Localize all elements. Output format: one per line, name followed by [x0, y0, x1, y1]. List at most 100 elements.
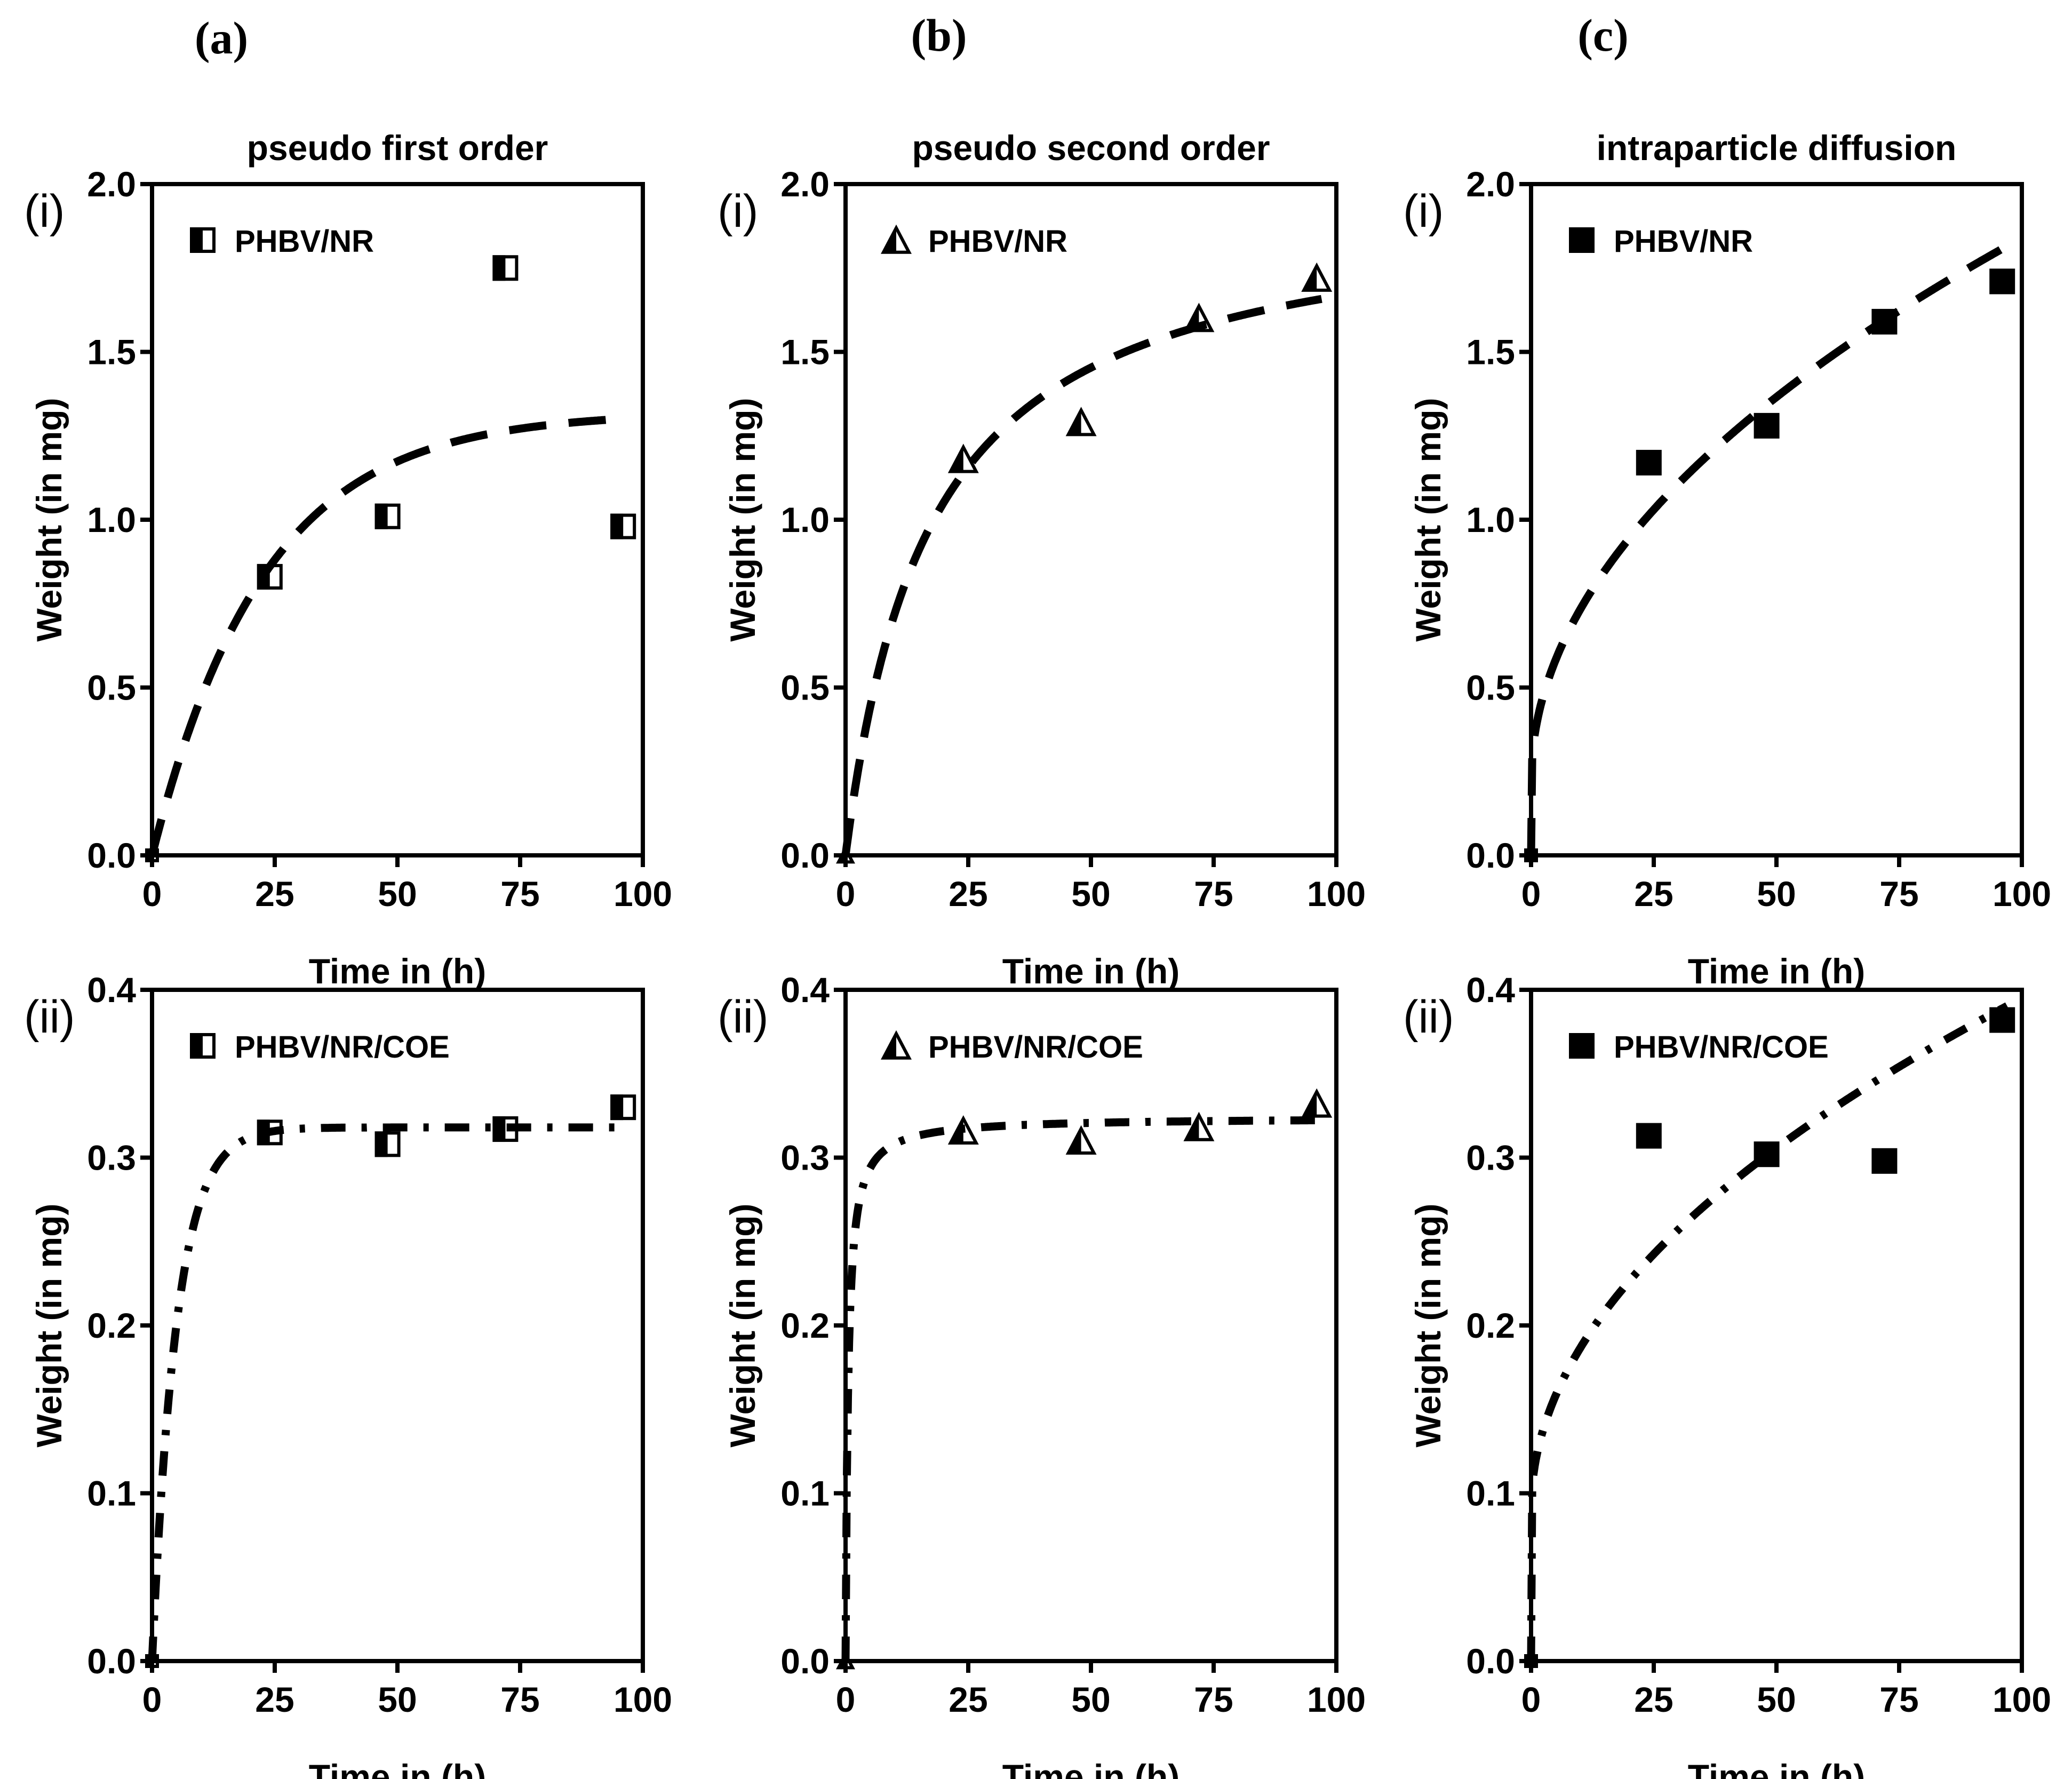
data-point: [1989, 268, 2015, 295]
y-axis-label: Weight (in mg): [1408, 398, 1448, 641]
data-point-outline: [1065, 1125, 1097, 1155]
fit-curve: [841, 1116, 1322, 1662]
x-axis-label: Time in (h): [1688, 1757, 1865, 1779]
x-tick-label: 50: [378, 1680, 417, 1719]
data-point-outline: [610, 1094, 636, 1121]
x-tick-label: 25: [255, 874, 294, 914]
x-axis-label: Time in (h): [309, 1757, 486, 1779]
y-tick-label: 0.5: [1466, 668, 1515, 708]
y-axis-label: Weight (in mg): [1408, 1203, 1448, 1447]
y-tick-label: 1.0: [87, 500, 136, 539]
y-tick-label: 1.5: [1466, 332, 1515, 372]
chart-title: intraparticle diffusion: [1597, 128, 1957, 168]
y-tick-label: 0.2: [87, 1306, 136, 1345]
y-axis-label: Weight (in mg): [29, 398, 69, 641]
legend-marker: [190, 227, 216, 253]
data-point-outline: [1301, 1088, 1333, 1118]
y-tick-label: 0.0: [1466, 1641, 1515, 1681]
legend: PHBV/NR/COE: [881, 1030, 1143, 1065]
data-point: [610, 1094, 636, 1121]
data-point: [1636, 1123, 1662, 1149]
data-point-outline: [374, 503, 401, 529]
y-tick-label: 2.0: [1466, 164, 1515, 204]
legend-label: PHBV/NR: [235, 224, 374, 259]
data-point-body: [1636, 450, 1662, 476]
fit-curve: [1527, 1002, 2009, 1662]
legend: PHBV/NR: [881, 224, 1067, 259]
data-point-outline: [374, 1131, 401, 1157]
legend-marker-body: [1569, 1033, 1595, 1059]
y-tick-label: 0.0: [87, 1641, 136, 1681]
x-tick-label: 100: [1993, 1680, 2051, 1719]
y-tick-label: 0.1: [87, 1474, 136, 1513]
x-tick-label: 75: [500, 1680, 539, 1719]
row-label: (i): [718, 186, 758, 237]
x-tick-label: 75: [1879, 874, 1918, 914]
data-point-body: [1754, 412, 1780, 439]
data-point-outline: [492, 1116, 519, 1142]
x-tick-label: 25: [949, 874, 987, 914]
x-tick-label: 0: [836, 874, 856, 914]
data-point-outline: [257, 1119, 283, 1146]
legend: PHBV/NR: [190, 224, 374, 259]
x-tick-label: 100: [1307, 874, 1366, 914]
data-point: [374, 1131, 401, 1157]
chart-panels: pseudo first order (i) 0 25 50 75 100 0.0 0.5 1.0…: [24, 128, 2051, 1779]
data-point-outline: [1065, 407, 1097, 436]
legend-marker: [881, 224, 912, 254]
y-tick-label: 0.2: [1466, 1306, 1515, 1345]
x-tick-label: 75: [1879, 1680, 1918, 1719]
fit-curve: [1527, 242, 2010, 856]
legend-label: PHBV/NR: [1614, 224, 1753, 259]
x-tick-label: 25: [1634, 874, 1673, 914]
y-tick-label: 0.3: [1466, 1138, 1515, 1178]
fit-curve: [841, 295, 1322, 856]
x-tick-label: 100: [613, 874, 672, 914]
y-tick-label: 2.0: [87, 164, 136, 204]
data-point: [374, 503, 401, 529]
legend-label: PHBV/NR/COE: [1614, 1030, 1829, 1065]
x-tick-label: 0: [142, 874, 162, 914]
plot-frame: [150, 988, 645, 1663]
legend-marker-outline: [190, 1033, 216, 1059]
x-tick-label: 25: [255, 1680, 294, 1719]
y-tick-label: 0.0: [1466, 836, 1515, 875]
y-axis-label: Weight (in mg): [723, 1203, 762, 1447]
y-tick-label: 0.4: [87, 970, 136, 1010]
legend-marker-outline: [190, 227, 216, 253]
data-point: [257, 1119, 283, 1146]
legend-marker-outline: [881, 1030, 912, 1060]
y-tick-label: 1.0: [780, 500, 830, 539]
x-tick-label: 50: [1757, 1680, 1796, 1719]
data-point: [492, 1116, 519, 1142]
y-tick-label: 0.3: [780, 1138, 830, 1178]
legend-label: PHBV/NR: [928, 224, 1067, 259]
row-label: (ii): [718, 991, 769, 1043]
plot-frame: [843, 988, 1338, 1663]
y-axis-label: Weight (in mg): [723, 398, 762, 641]
x-tick-label: 0: [1521, 1680, 1541, 1719]
legend: PHBV/NR/COE: [190, 1030, 450, 1065]
data-point-body: [1754, 1141, 1780, 1168]
data-point: [492, 255, 519, 281]
chart-c-ii: (ii) 0 25 50 75 100 0.0 0.1 0.2 0.3 0.4 Time in (h)…: [1403, 970, 2051, 1779]
y-tick-label: 0.4: [780, 970, 830, 1010]
data-point-body: [1989, 1007, 2015, 1033]
chart-title: pseudo second order: [912, 128, 1270, 168]
x-tick-label: 75: [1194, 1680, 1233, 1719]
data-point: [1183, 1111, 1215, 1141]
x-axis-label: Time in (h): [1002, 951, 1180, 991]
y-tick-label: 0.1: [780, 1474, 830, 1513]
column-label-b: (b): [911, 10, 967, 61]
x-tick-label: 0: [142, 1680, 162, 1719]
data-point: [257, 563, 283, 590]
x-tick-label: 0: [836, 1680, 856, 1719]
x-tick-label: 50: [1757, 874, 1796, 914]
legend-marker-body: [1569, 227, 1595, 253]
x-tick-label: 75: [1194, 874, 1233, 914]
y-tick-label: 1.0: [1466, 500, 1515, 539]
y-tick-label: 0.5: [87, 668, 136, 708]
y-axis-label: Weight (in mg): [29, 1203, 69, 1447]
data-point-outline: [1183, 303, 1215, 332]
legend-marker: [881, 1030, 912, 1060]
